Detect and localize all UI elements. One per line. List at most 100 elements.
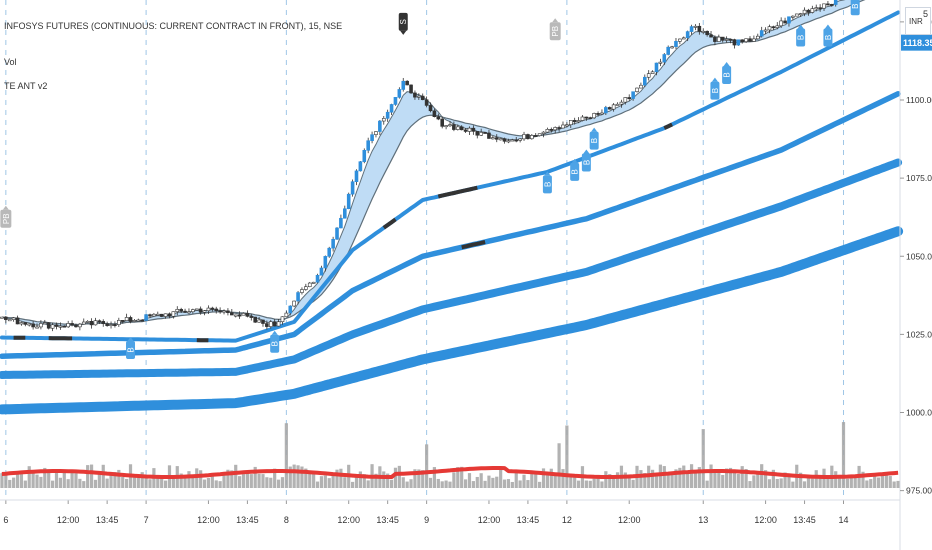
volume-bar (783, 472, 787, 488)
volume-bar (592, 478, 596, 488)
volume-bar (78, 478, 82, 488)
candle (533, 135, 538, 137)
candle (62, 325, 67, 328)
candle (35, 326, 39, 329)
candle (600, 112, 604, 115)
volume-bar (892, 481, 896, 488)
volume-bar (382, 471, 386, 488)
candle (370, 134, 374, 142)
signal-badge (710, 81, 720, 100)
volume-bar (323, 475, 327, 488)
last-price-label: 1118.35 (903, 38, 932, 48)
volume-bar (113, 472, 117, 488)
candle (346, 193, 351, 210)
volume-bar (705, 480, 709, 488)
signal-pointer (400, 30, 407, 35)
x-tick-label: 13:45 (793, 515, 816, 525)
candle (783, 20, 787, 24)
volume-bar (460, 466, 464, 488)
x-tick-label: 12:00 (754, 515, 777, 525)
volume-bar (444, 480, 448, 488)
candle (791, 15, 795, 18)
volume-bar (549, 468, 553, 488)
volume-bar (608, 474, 612, 488)
candle (81, 321, 86, 325)
scale-settings-box[interactable]: INR 5 (905, 7, 931, 35)
signal-label: B (723, 72, 732, 77)
volume-bar (553, 475, 557, 488)
volume-bar (639, 470, 643, 488)
signal-label: B (127, 347, 136, 352)
candle (498, 138, 503, 141)
signal-label: B (590, 138, 599, 143)
candle (580, 116, 585, 121)
candle (744, 38, 748, 42)
volume-bar (763, 470, 768, 488)
signal-badge (549, 22, 561, 41)
volume-bar (876, 477, 881, 488)
candle (565, 124, 569, 127)
candle (179, 309, 183, 312)
volume-bar (432, 467, 437, 488)
candle (771, 26, 776, 29)
signal-pointer (544, 171, 551, 176)
volume-bar (421, 470, 425, 488)
candle (117, 320, 121, 326)
volume-bar (650, 469, 655, 488)
volume-bar (545, 473, 550, 488)
grid-layer (5, 0, 845, 500)
volume-bar (838, 474, 842, 488)
volume-legend[interactable]: Vol (4, 57, 17, 67)
volume-bar (713, 472, 717, 488)
volume-bar (304, 468, 308, 488)
volume-bar (117, 469, 121, 488)
volume-bar (97, 474, 101, 488)
signal-label: B (582, 160, 591, 165)
volume-bar (740, 466, 744, 488)
volume-bar (841, 422, 846, 488)
volume-bar (771, 469, 775, 488)
candle (171, 311, 176, 317)
volume-bar (199, 470, 203, 488)
candle (724, 38, 729, 41)
candle (440, 118, 445, 127)
signal-pointer (127, 337, 134, 341)
volume-bar (312, 472, 316, 488)
volume-bar (557, 443, 561, 488)
candle (194, 308, 199, 311)
volume-bar (23, 480, 27, 488)
candle (522, 134, 526, 140)
candle (226, 310, 230, 313)
volume-bar (206, 477, 211, 488)
volume-bar (452, 472, 456, 488)
chart-title: INFOSYS FUTURES (CONTINUOUS: CURRENT CON… (4, 21, 343, 31)
candle (763, 29, 768, 32)
volume-bar (339, 468, 343, 488)
buy-signal: B (542, 171, 552, 194)
candle (245, 313, 250, 317)
candle (109, 324, 113, 326)
volume-bar (265, 477, 269, 488)
volume-bar (896, 480, 900, 488)
volume-bar (612, 475, 616, 488)
indicator-legend[interactable]: TE ANT v2 (4, 81, 48, 91)
candle (549, 128, 554, 131)
volume-bar (448, 481, 452, 488)
volume-bar (678, 467, 682, 488)
candle (693, 25, 698, 28)
buy-signal: B (570, 158, 580, 181)
candle (459, 126, 464, 131)
volume-bar (709, 464, 713, 488)
candle (222, 310, 226, 313)
candle (11, 317, 16, 320)
volume-bar (257, 473, 261, 488)
volume-bar (463, 479, 468, 488)
candle (689, 26, 694, 32)
candle (230, 312, 234, 316)
volume-bar (15, 474, 20, 488)
x-tick-label: 14 (838, 515, 848, 525)
candle (759, 30, 764, 37)
candle (23, 322, 28, 325)
volume-bar (670, 473, 674, 488)
